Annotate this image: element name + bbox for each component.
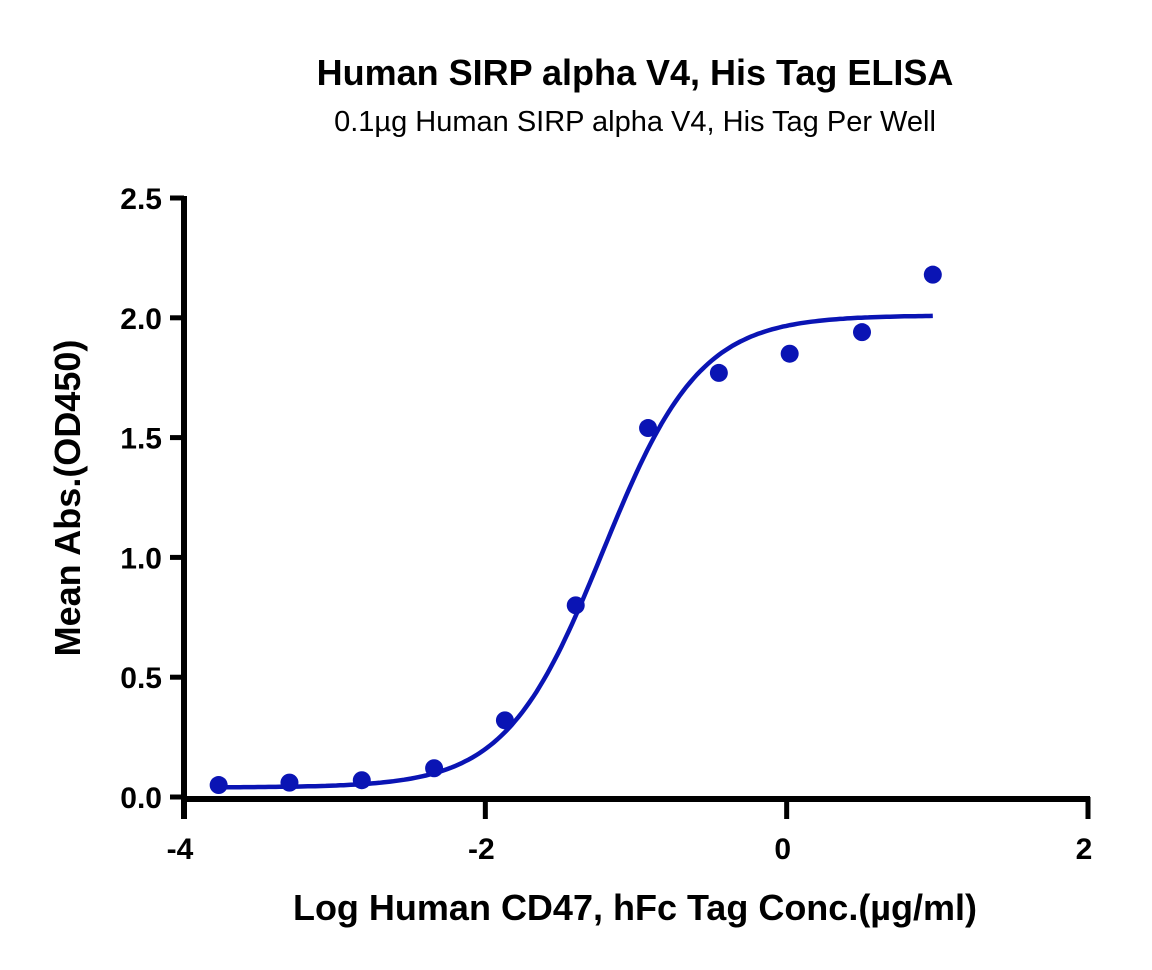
data-point [209,776,228,795]
data-point [425,759,444,778]
data-point [923,265,942,284]
y-tick-label: 2.0 [120,303,162,336]
axes: 0.0 0.5 1.0 1.5 2.0 2.5 -4 -2 0 2 [120,183,1092,866]
data-point [709,363,728,382]
y-axis-label: Mean Abs.(OD450) [47,340,88,657]
y-tick-label: 0.5 [120,662,162,695]
data-point [280,773,299,792]
fit-curve [218,313,933,790]
x-tick-label: 0 [774,833,791,866]
data-point [639,419,658,438]
chart-subtitle: 0.1µg Human SIRP alpha V4, His Tag Per W… [334,106,936,138]
chart-title: Human SIRP alpha V4, His Tag ELISA [316,52,954,93]
x-tick-label: -2 [468,833,495,866]
x-tick-label: -4 [167,833,194,866]
x-axis-label: Log Human CD47, hFc Tag Conc.(µg/ml) [293,887,977,928]
data-point [352,771,371,790]
x-tick-label: 2 [1076,833,1093,866]
data-point [780,344,799,363]
y-tick-label: 2.5 [120,183,162,216]
data-points [209,265,942,795]
data-point [566,596,585,615]
data-point [853,323,871,342]
y-tick-label: 0.0 [120,782,162,815]
data-point [495,711,514,730]
y-tick-label: 1.5 [120,423,162,456]
y-tick-label: 1.0 [120,542,162,575]
